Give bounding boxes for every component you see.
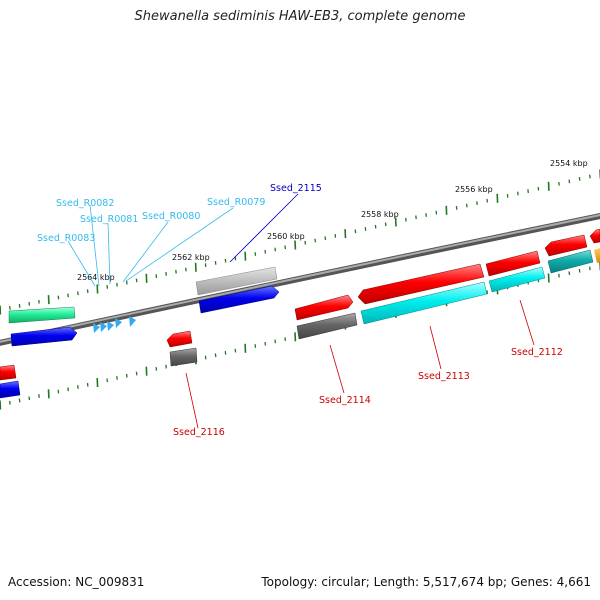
label-ssed-r0080[interactable]: Ssed_R0080	[142, 211, 200, 222]
label-ssed-2116[interactable]: Ssed_2116	[173, 427, 225, 438]
gene-red-arrow-ssed-2116[interactable]	[166, 330, 193, 348]
label-ssed-2114[interactable]: Ssed_2114	[319, 395, 371, 406]
gene-ssed-2115-blue[interactable]	[198, 285, 280, 314]
genome-summary-text: Topology: circular; Length: 5,517,674 bp…	[261, 575, 591, 589]
rna-arrow-1[interactable]	[93, 323, 100, 333]
gene-ssed-2115-grey[interactable]	[195, 266, 278, 296]
gene-features-upper	[8, 228, 600, 347]
gene-red-arrow-ssed-2114[interactable]	[294, 294, 354, 321]
gene-cyan-ssed-2113[interactable]	[360, 281, 488, 325]
label-ssed-2112[interactable]: Ssed_2112	[511, 347, 563, 358]
gene-orange-edge[interactable]	[594, 248, 600, 263]
gene-red-edge[interactable]	[589, 228, 600, 244]
map-title: Shewanella sediminis HAW-EB3, complete g…	[134, 9, 466, 24]
genome-backbone-highlight	[0, 214, 600, 343]
gene-labels: Ssed_R0082 Ssed_R0081 Ssed_R0080 Ssed_R0…	[37, 183, 563, 438]
gene-red-arrow-ssed-2112[interactable]	[485, 250, 541, 277]
label-ssed-2113[interactable]: Ssed_2113	[418, 371, 470, 382]
gene-teal-upper-right[interactable]	[547, 249, 594, 274]
kbp-label-2558: 2558 kbp	[361, 210, 399, 219]
kbp-label-2562: 2562 kbp	[172, 253, 210, 262]
gene-green-feature[interactable]	[8, 306, 76, 324]
kbp-label-2556: 2556 kbp	[455, 185, 493, 194]
rna-arrow-4[interactable]	[115, 318, 122, 328]
gene-blue-feature[interactable]	[10, 326, 78, 347]
label-ssed-r0082[interactable]: Ssed_R0082	[56, 198, 114, 209]
accession-text: Accession: NC_009831	[8, 575, 145, 589]
gene-dark-ssed-2116[interactable]	[169, 347, 198, 367]
rna-arrow-2[interactable]	[100, 322, 107, 332]
gene-red-arrow-ssed-2113[interactable]	[357, 263, 485, 305]
gene-dark-ssed-2114[interactable]	[296, 312, 358, 340]
gene-red-arrow-upper-right[interactable]	[544, 234, 588, 257]
label-leader-lines	[67, 193, 535, 429]
label-ssed-r0079[interactable]: Ssed_R0079	[207, 197, 265, 208]
kbp-label-2564: 2564 kbp	[77, 273, 115, 282]
rna-arrow-5[interactable]	[129, 316, 136, 327]
gene-cyan-ssed-2112[interactable]	[488, 266, 546, 293]
gene-red-lower-left[interactable]	[0, 364, 17, 381]
label-ssed-r0081[interactable]: Ssed_R0081	[80, 214, 138, 225]
gene-blue-lower-left[interactable]	[0, 380, 21, 399]
kbp-label-2554: 2554 kbp	[550, 159, 588, 168]
rna-arrow-3[interactable]	[107, 321, 114, 331]
label-ssed-2115[interactable]: Ssed_2115	[270, 183, 322, 194]
label-ssed-r0083[interactable]: Ssed_R0083	[37, 233, 95, 244]
kbp-label-2560: 2560 kbp	[267, 232, 305, 241]
upper-tick-track	[0, 169, 600, 315]
gene-features-lower	[0, 330, 198, 399]
